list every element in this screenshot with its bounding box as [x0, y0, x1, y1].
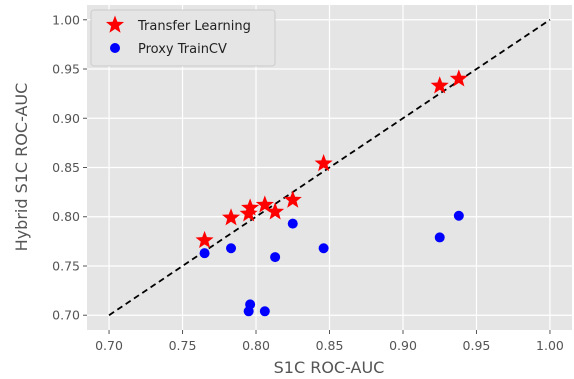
proxy-traincv-point	[318, 243, 329, 254]
y-tick-label: 0.80	[52, 209, 80, 224]
legend-label-transfer-learning: Transfer Learning	[137, 19, 251, 34]
x-tick-label: 1.00	[536, 338, 564, 353]
y-tick-label: 0.75	[52, 258, 80, 273]
legend-star-marker	[105, 15, 125, 33]
x-tick-label: 0.85	[316, 338, 344, 353]
diagonal-reference-line	[108, 19, 551, 316]
axis-ticks: 0.70 0.75 0.80 0.85 0.90 0.95 1.00 0.70 0.75 0.80…	[52, 12, 564, 353]
transfer-learning-point	[449, 69, 468, 87]
transfer-learning-point	[430, 76, 449, 94]
data-points	[195, 69, 468, 317]
x-tick-label: 0.70	[95, 338, 123, 353]
y-tick-label: 1.00	[52, 12, 80, 27]
legend-circle-marker	[110, 43, 120, 53]
x-tick-label: 0.90	[389, 338, 417, 353]
x-axis-label: S1C ROC-AUC	[274, 358, 385, 377]
legend: Transfer Learning Proxy TrainCV	[90, 9, 276, 67]
y-tick-label: 0.70	[52, 308, 80, 323]
transfer-learning-point	[241, 198, 260, 216]
proxy-traincv-point	[453, 210, 464, 221]
proxy-traincv-point	[199, 248, 210, 259]
proxy-traincv-point	[270, 252, 281, 263]
transfer-learning-point	[222, 208, 241, 226]
proxy-traincv-point	[226, 243, 237, 254]
proxy-traincv-point	[434, 232, 445, 243]
x-tick-label: 0.95	[463, 338, 491, 353]
legend-box	[90, 9, 276, 67]
transfer-learning-point	[255, 195, 274, 213]
reference-line-layer	[108, 19, 551, 316]
proxy-traincv-point	[259, 306, 270, 317]
transfer-learning-point	[266, 202, 285, 220]
y-tick-label: 0.95	[52, 62, 80, 77]
transfer-learning-point	[283, 190, 302, 208]
transfer-learning-point	[239, 204, 258, 222]
x-tick-label: 0.75	[169, 338, 197, 353]
proxy-traincv-point	[245, 299, 256, 310]
x-tick-label: 0.80	[242, 338, 270, 353]
legend-markers	[105, 15, 125, 53]
transfer-learning-point	[314, 154, 333, 172]
transfer-learning-point	[195, 230, 214, 249]
proxy-traincv-point	[287, 218, 298, 229]
y-tick-label: 0.90	[52, 111, 80, 126]
y-axis-label: Hybrid S1C ROC-AUC	[12, 83, 31, 252]
legend-label-proxy-traincv: Proxy TrainCV	[138, 42, 227, 57]
y-tick-label: 0.85	[52, 160, 80, 175]
